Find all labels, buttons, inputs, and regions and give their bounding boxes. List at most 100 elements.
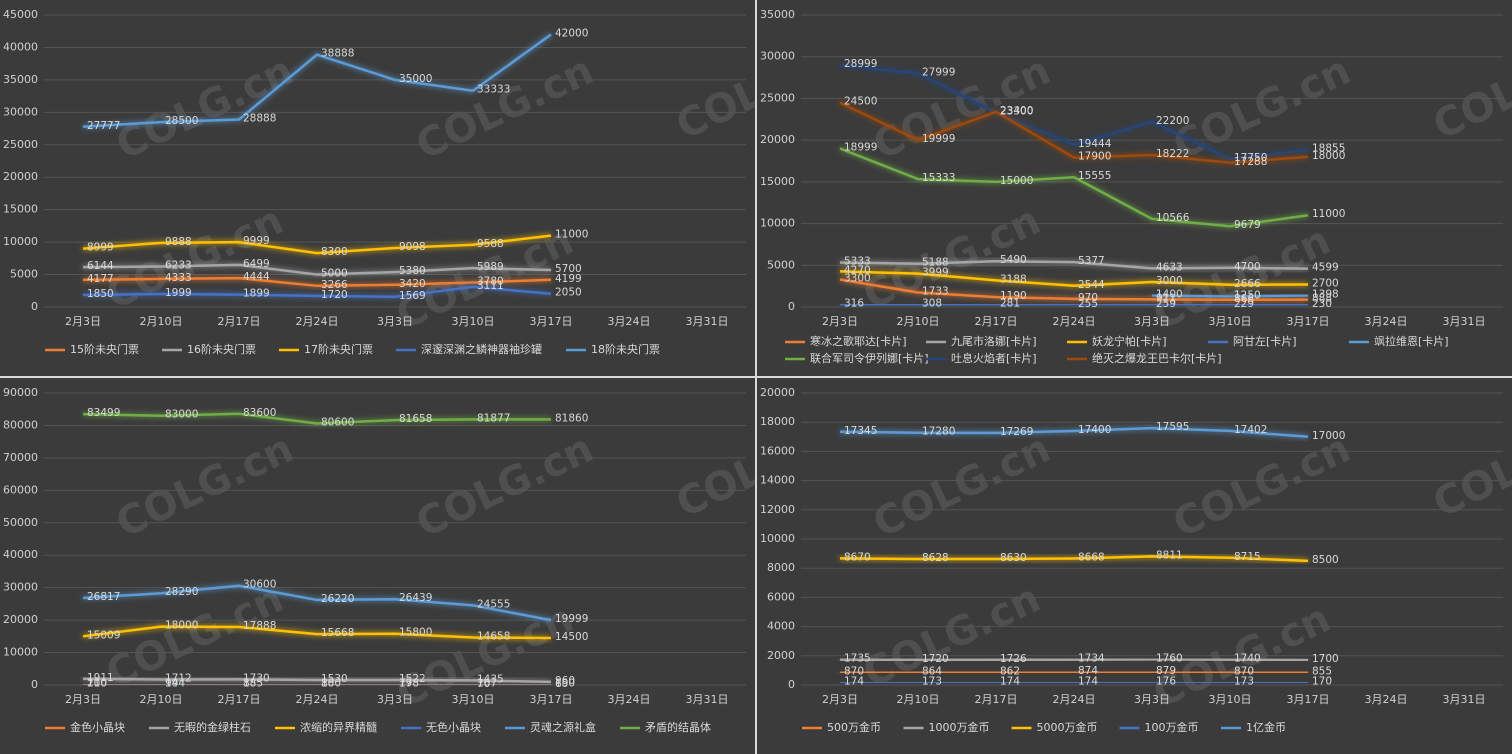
x-tick-label: 3月10日 [1209,693,1252,706]
data-label: 17400 [1078,424,1111,436]
data-label: 185 [243,677,263,689]
data-label: 28999 [844,58,877,70]
data-label: 4270 [844,264,871,276]
data-label: 1735 [844,653,871,665]
x-tick-label: 3月24日 [608,315,651,328]
data-label: 5380 [399,265,426,277]
data-label: 6233 [165,260,192,272]
x-tick-label: 2月17日 [218,315,261,328]
data-label: 8715 [1234,551,1261,563]
data-label: 22200 [1156,115,1189,127]
data-label: 178 [399,677,419,689]
data-label: 1999 [165,287,192,299]
data-label: 19444 [1078,138,1112,150]
y-tick-label: 90000 [3,386,38,399]
legend-label: 无色小晶块 [426,720,481,734]
x-tick-label: 3月3日 [377,693,413,706]
data-label: 5700 [555,263,582,275]
data-label: 17900 [1078,151,1111,163]
data-label: 70 [477,678,490,690]
data-label: 38888 [321,48,354,60]
data-label: 970 [1078,292,1098,304]
data-label: 911 [1156,292,1176,304]
data-label: 8500 [1312,554,1339,566]
data-label: 1712 [165,672,192,684]
data-label: 15000 [1000,175,1033,187]
y-tick-label: 10000 [3,646,38,659]
data-label: 4333 [165,272,192,284]
legend-label: 浓缩的异界精髓 [300,720,377,734]
y-tick-label: 60000 [3,483,38,496]
y-tick-label: 40000 [3,548,38,561]
y-tick-label: 0 [31,678,38,691]
data-label: 80600 [321,416,354,428]
x-tick-label: 3月31日 [1443,693,1486,706]
data-label: 2544 [1078,279,1105,291]
y-tick-label: 0 [31,300,38,313]
data-label: 11000 [555,229,588,241]
watermark: COLG.cn [1426,405,1512,527]
data-label: 19999 [555,613,588,625]
data-label: 4599 [1312,262,1339,274]
data-label: 3999 [922,267,949,279]
data-label: 194 [165,677,185,689]
legend-label: 5000万金币 [1037,720,1098,734]
y-tick-label: 80000 [3,418,38,431]
data-label: 88 [243,678,256,690]
watermark: COLG.cn [409,47,600,169]
watermark: COLG.cn [669,27,755,149]
x-tick-label: 3月17日 [530,693,573,706]
x-tick-label: 2月10日 [897,693,940,706]
x-tick-label: 2月24日 [296,693,339,706]
series-line [82,33,552,129]
legend-label: 绝灭之爆龙王巴卡尔[卡片] [1092,351,1222,365]
y-tick-label: 18000 [760,415,795,428]
y-tick-label: 5000 [767,258,795,271]
data-label: 18222 [1156,148,1189,160]
data-label: 3188 [1000,273,1027,285]
y-tick-label: 10000 [760,532,795,545]
data-label: 210 [87,677,107,689]
data-label: 23300 [1000,106,1033,118]
data-label: 5333 [844,256,871,268]
y-tick-label: 25000 [3,138,38,151]
data-label: 17750 [1234,152,1267,164]
y-tick-label: 70000 [3,451,38,464]
series-line [839,63,1309,161]
x-tick-label: 2月24日 [296,315,339,328]
data-label: 33333 [477,84,510,96]
data-label: 3000 [1156,275,1183,287]
series-line [839,259,1309,270]
y-tick-label: 40000 [3,40,38,53]
data-label: 5188 [922,257,949,269]
data-label: 9999 [243,235,270,247]
y-tick-label: 0 [788,678,795,691]
y-tick-label: 10000 [3,235,38,248]
x-tick-label: 2月3日 [65,315,101,328]
data-label: 79 [399,678,412,690]
data-label: 1720 [922,653,949,665]
watermark: COLG.cn [109,47,300,169]
data-label: 855 [1312,666,1332,678]
y-tick-label: 15000 [760,175,795,188]
data-label: 230 [1312,298,1332,310]
series-line [82,412,552,425]
data-label: 10566 [1156,212,1190,224]
x-tick-label: 2月17日 [975,693,1018,706]
legend-label: 寒冰之歌耶达[卡片] [810,334,907,348]
data-label: 8999 [87,242,114,254]
data-label: 1530 [321,673,348,685]
data-label: 167 [477,677,497,689]
data-label: 1911 [87,672,114,684]
x-tick-label: 2月17日 [218,693,261,706]
series-line [82,285,552,299]
data-label: 42000 [555,27,588,39]
data-label: 8670 [844,551,871,563]
x-tick-label: 3月3日 [1134,693,1170,706]
x-tick-label: 2月3日 [822,315,858,328]
data-label: 17345 [844,425,877,437]
data-label: 879 [1156,665,1176,677]
data-label: 1250 [1234,290,1261,302]
data-label: 1569 [399,290,426,302]
